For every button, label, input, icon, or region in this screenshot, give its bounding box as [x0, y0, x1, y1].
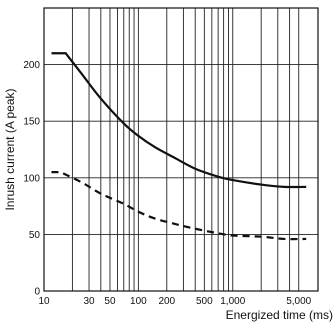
y-axis-label: Inrush current (A peak) — [3, 88, 17, 210]
y-tick-label: 0 — [34, 287, 40, 298]
y-tick-label: 150 — [23, 117, 40, 128]
x-tick-label: 50 — [104, 296, 116, 307]
series-lines — [51, 52, 307, 241]
y-tick-label: 100 — [23, 173, 40, 184]
solid-series-line — [51, 52, 307, 189]
y-tick-label: 50 — [29, 230, 41, 241]
grid-lines — [43, 8, 319, 292]
dashed-series-line — [51, 171, 307, 241]
plot-frame — [43, 7, 319, 292]
x-tick-label: 10 — [38, 296, 50, 307]
x-tick-label: 100 — [130, 296, 147, 307]
x-tick-labels: 10 30 50 100 200 500 1,000 5,000 — [38, 296, 311, 307]
x-tick-label: 200 — [158, 296, 175, 307]
y-tick-label: 200 — [23, 60, 40, 71]
x-tick-label: 1,000 — [220, 296, 245, 307]
x-tick-label: 500 — [196, 296, 213, 307]
x-axis-label: Energized time (ms) — [226, 308, 333, 322]
y-tick-labels: 0 50 100 150 200 — [23, 60, 40, 297]
x-tick-label: 5,000 — [286, 296, 311, 307]
x-tick-label: 30 — [83, 296, 95, 307]
